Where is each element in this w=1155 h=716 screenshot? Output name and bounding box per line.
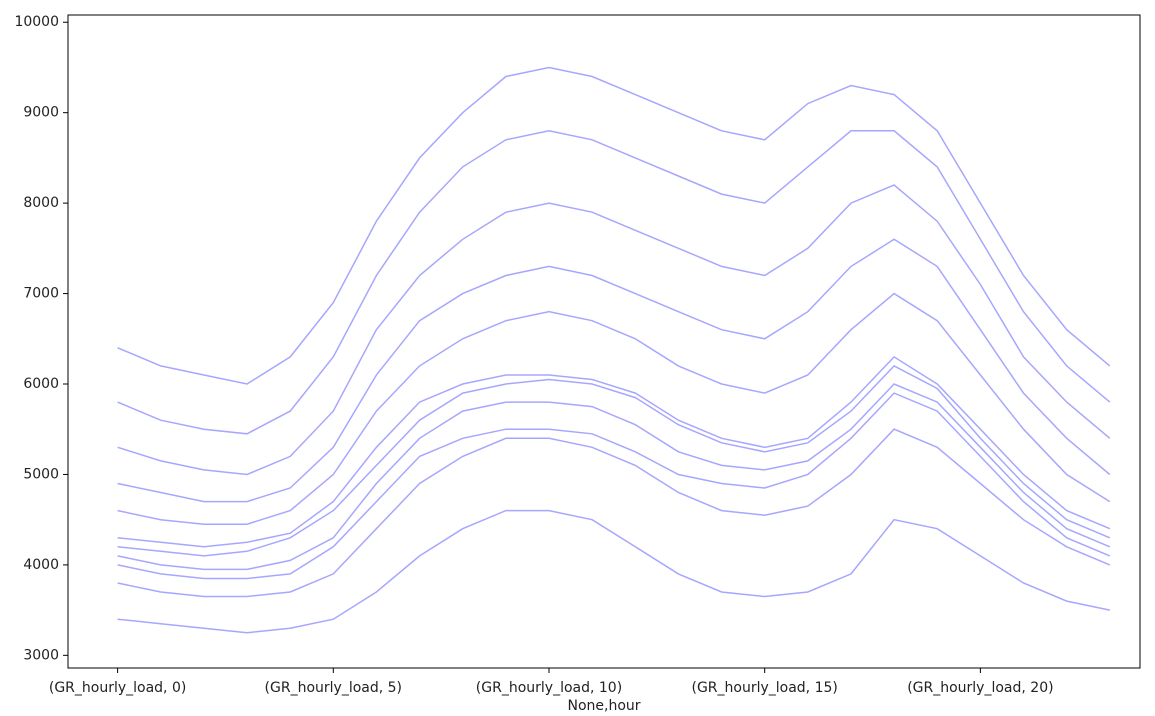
x-tick-label: (GR_hourly_load, 10) [476,680,622,696]
load-curve [117,392,1111,580]
y-tick-label: 8000 [23,195,59,211]
y-tick-label: 5000 [23,466,59,482]
load-curve [117,184,1111,476]
load-curve [117,364,1111,557]
load-curve [117,383,1111,571]
y-tick-label: 6000 [23,376,59,392]
y-tick-label: 10000 [14,14,59,30]
y-tick-label: 7000 [23,286,59,302]
y-tick-label: 3000 [23,647,59,663]
load-curve [117,509,1110,634]
plot-area [68,15,1140,668]
x-axis-label: None,hour [567,698,640,714]
y-tick-label: 4000 [23,557,59,573]
x-tick-label: (GR_hourly_load, 0) [49,680,186,696]
x-tick-label: (GR_hourly_load, 5) [265,680,402,696]
load-curve [117,130,1111,435]
x-tick-label: (GR_hourly_load, 20) [907,680,1053,696]
load-curve [117,238,1111,503]
load-curve [117,66,1111,385]
lines [117,66,1111,634]
load-curve [117,355,1111,548]
x-tick-label: (GR_hourly_load, 15) [691,680,837,696]
load-curve [117,292,1111,525]
axes-frame [67,14,1141,669]
y-tick-label: 9000 [23,105,59,121]
load-curve [117,428,1111,598]
